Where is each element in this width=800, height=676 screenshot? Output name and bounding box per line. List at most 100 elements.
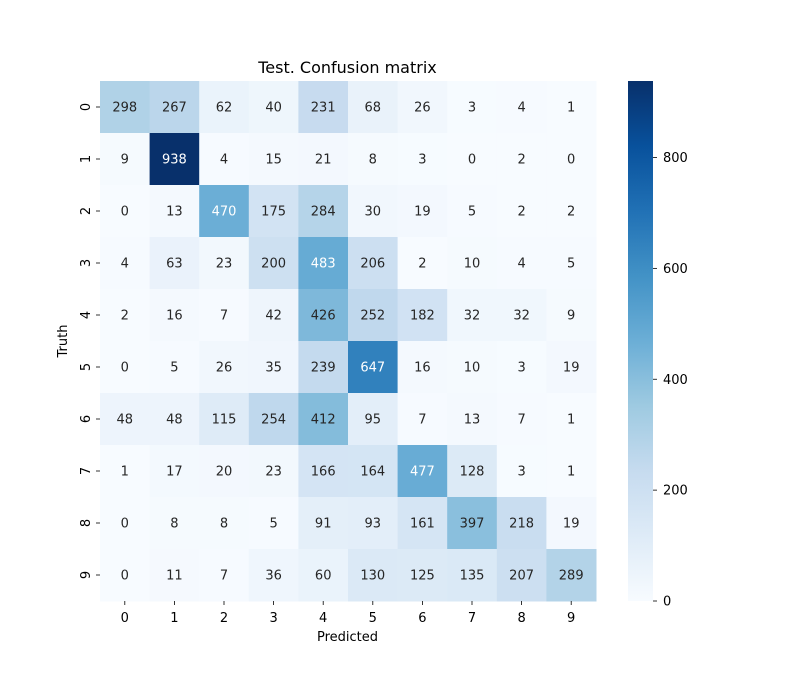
cell-value-label: 48 xyxy=(117,413,134,428)
cell-value-label: 0 xyxy=(121,517,129,532)
colorbar-tick-label: 800 xyxy=(663,151,688,166)
cell-value-label: 470 xyxy=(212,205,237,220)
heatmap-cell xyxy=(149,133,200,186)
heatmap-cell xyxy=(100,133,151,186)
heatmap-cell xyxy=(199,445,250,498)
cell-value-label: 207 xyxy=(509,569,534,584)
cell-value-label: 115 xyxy=(212,413,237,428)
y-axis-label: Truth xyxy=(56,325,71,359)
cell-value-label: 4 xyxy=(517,257,525,272)
heatmap-cell xyxy=(447,341,498,394)
cell-value-label: 95 xyxy=(365,413,382,428)
y-tick-label: 3 xyxy=(79,259,94,267)
cell-value-label: 3 xyxy=(517,361,525,376)
heatmap-cell xyxy=(149,81,200,134)
heatmap-cell xyxy=(248,341,299,394)
heatmap-cell xyxy=(248,133,299,186)
x-tick-label: 6 xyxy=(418,611,426,626)
cell-value-label: 5 xyxy=(567,257,575,272)
cell-value-label: 23 xyxy=(265,465,282,480)
x-tick-label: 2 xyxy=(220,611,228,626)
cell-value-label: 13 xyxy=(464,413,481,428)
y-tick-label: 6 xyxy=(79,415,94,423)
heatmap-cell xyxy=(447,237,498,290)
colorbar-tick-label: 0 xyxy=(663,595,671,610)
heatmap-cell xyxy=(447,393,498,446)
cell-value-label: 0 xyxy=(121,569,129,584)
x-tick-label: 5 xyxy=(369,611,377,626)
cell-value-label: 426 xyxy=(311,309,336,324)
cell-value-label: 93 xyxy=(365,517,382,532)
heatmap-cell xyxy=(149,497,200,550)
heatmap-cell xyxy=(447,81,498,134)
cell-value-label: 36 xyxy=(265,569,282,584)
heatmap-cell xyxy=(546,185,597,238)
heatmap-cell xyxy=(149,393,200,446)
heatmap-cell xyxy=(248,497,299,550)
heatmap-cell xyxy=(248,237,299,290)
heatmap-cell xyxy=(248,81,299,134)
cell-value-label: 2 xyxy=(121,309,129,324)
cell-value-label: 252 xyxy=(360,309,385,324)
cell-value-label: 161 xyxy=(410,517,435,532)
cell-value-label: 397 xyxy=(460,517,485,532)
cell-value-label: 62 xyxy=(216,101,233,116)
cell-value-label: 63 xyxy=(166,257,183,272)
cell-value-label: 15 xyxy=(265,153,282,168)
cell-value-label: 60 xyxy=(315,569,332,584)
heatmap-cell xyxy=(447,445,498,498)
heatmap-cell xyxy=(298,393,349,446)
heatmap-cell xyxy=(397,237,448,290)
cell-value-label: 289 xyxy=(559,569,584,584)
heatmap-cell xyxy=(100,393,151,446)
heatmap-cell xyxy=(546,393,597,446)
heatmap-cell xyxy=(100,237,151,290)
heatmap-cell xyxy=(546,133,597,186)
y-tick-label: 8 xyxy=(79,519,94,527)
cell-value-label: 298 xyxy=(112,101,137,116)
heatmap-cell xyxy=(298,289,349,342)
cell-value-label: 254 xyxy=(261,413,286,428)
heatmap-cell xyxy=(546,237,597,290)
heatmap-cell xyxy=(348,497,399,550)
heatmap-cell xyxy=(447,497,498,550)
heatmap-cell xyxy=(199,289,250,342)
heatmap-cell xyxy=(546,549,597,602)
colorbar-tick-label: 400 xyxy=(663,373,688,388)
cell-value-label: 10 xyxy=(464,361,481,376)
cell-value-label: 16 xyxy=(414,361,431,376)
cell-value-label: 2 xyxy=(517,205,525,220)
heatmap-cell xyxy=(248,445,299,498)
cell-value-label: 48 xyxy=(166,413,183,428)
x-tick-label: 7 xyxy=(468,611,476,626)
cell-value-label: 17 xyxy=(166,465,183,480)
heatmap-cell xyxy=(199,497,250,550)
heatmap-cell xyxy=(199,237,250,290)
cell-value-label: 30 xyxy=(365,205,382,220)
heatmap-cell-labels: 298 267 62 40 231 68 26 3 4 19 938 4 15 21 8 3 0 2 00 13 470… xyxy=(112,101,583,584)
heatmap-cell xyxy=(397,81,448,134)
heatmap-cell xyxy=(397,445,448,498)
cell-value-label: 91 xyxy=(315,517,332,532)
x-tick-label: 8 xyxy=(517,611,525,626)
heatmap-cell xyxy=(447,549,498,602)
cell-value-label: 239 xyxy=(311,361,336,376)
chart-title: Test. Confusion matrix xyxy=(257,58,437,77)
cell-value-label: 128 xyxy=(460,465,485,480)
cell-value-label: 23 xyxy=(216,257,233,272)
y-tick-label: 9 xyxy=(79,571,94,579)
heatmap-cell xyxy=(397,497,448,550)
cell-value-label: 412 xyxy=(311,413,336,428)
cell-value-label: 1 xyxy=(567,413,575,428)
heatmap-cell xyxy=(298,237,349,290)
heatmap-cell xyxy=(199,185,250,238)
cell-value-label: 5 xyxy=(269,517,277,532)
cell-value-label: 3 xyxy=(517,465,525,480)
heatmap-cell xyxy=(496,393,547,446)
heatmap-cell xyxy=(100,497,151,550)
cell-value-label: 2 xyxy=(567,205,575,220)
cell-value-label: 13 xyxy=(166,205,183,220)
heatmap-cell xyxy=(298,445,349,498)
cell-value-label: 130 xyxy=(360,569,385,584)
